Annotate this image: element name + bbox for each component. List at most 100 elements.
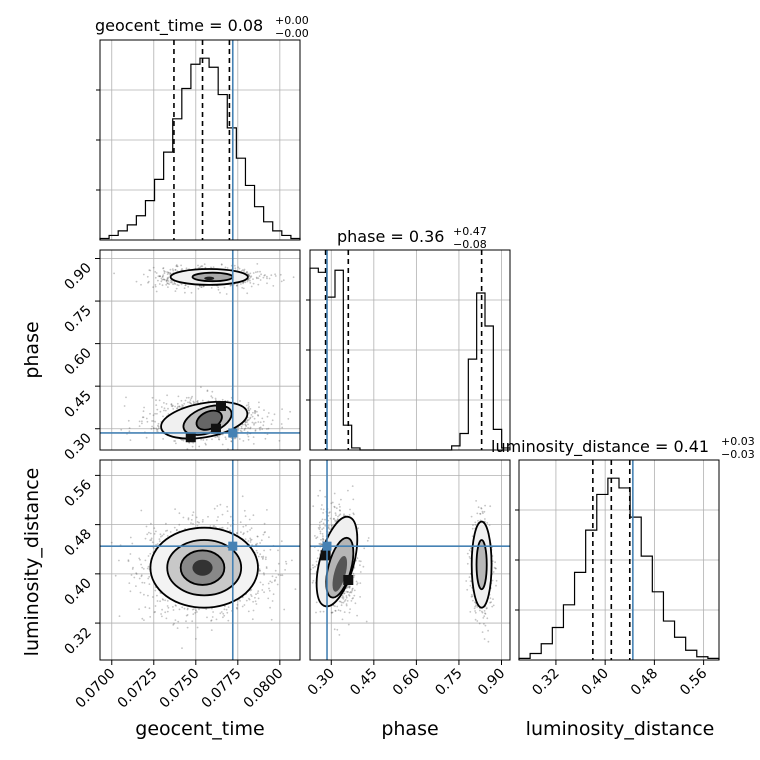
- sample-point: [241, 423, 244, 426]
- sample-point: [200, 438, 203, 441]
- sample-point: [154, 589, 157, 592]
- sample-point: [217, 516, 219, 518]
- sample-point: [247, 408, 250, 410]
- sample-point: [190, 291, 193, 294]
- sample-point: [491, 579, 494, 582]
- sample-point: [339, 600, 342, 603]
- sample-point: [482, 617, 485, 619]
- sample-point: [195, 638, 197, 640]
- sample-point: [236, 532, 238, 534]
- sample-point: [139, 591, 142, 594]
- sample-point: [338, 634, 341, 636]
- sample-point: [270, 423, 273, 425]
- sample-point: [259, 421, 262, 424]
- sample-point: [312, 566, 315, 569]
- sample-point: [342, 596, 345, 598]
- sample-point: [249, 537, 252, 540]
- sample-point: [257, 597, 260, 600]
- sample-point: [206, 616, 208, 619]
- sample-point: [182, 439, 185, 442]
- sample-point: [322, 522, 325, 525]
- sample-point: [166, 610, 169, 613]
- sample-point: [244, 538, 247, 540]
- sample-point: [249, 276, 252, 279]
- sample-point: [268, 587, 270, 590]
- sample-point: [147, 555, 150, 557]
- sample-point: [247, 610, 250, 613]
- sample-point: [271, 581, 273, 584]
- sample-point: [247, 540, 250, 542]
- sample-point: [239, 429, 242, 432]
- sample-point: [154, 271, 157, 273]
- contour-level: [204, 276, 215, 281]
- sample-point: [150, 539, 153, 541]
- sample-point: [322, 610, 325, 613]
- sample-point: [143, 406, 146, 409]
- sample-point: [263, 522, 266, 525]
- sample-point: [339, 509, 341, 512]
- sample-point: [133, 576, 136, 579]
- sample-point: [476, 620, 479, 622]
- sample-point: [190, 522, 192, 524]
- sample-point: [252, 278, 254, 280]
- sample-point: [481, 610, 483, 613]
- sample-point: [250, 285, 253, 288]
- sample-point: [341, 618, 344, 621]
- sample-point: [162, 438, 165, 440]
- sample-point: [319, 543, 322, 546]
- sample-point: [343, 592, 346, 595]
- sample-point: [197, 401, 199, 404]
- sample-point: [358, 560, 361, 562]
- sample-point: [481, 510, 484, 513]
- sample-point: [256, 542, 258, 545]
- sample-point: [270, 618, 273, 621]
- y-tick-label-phase: 0.75: [61, 303, 94, 336]
- sample-point: [245, 524, 247, 527]
- sample-point: [147, 565, 150, 568]
- sample-point: [163, 272, 166, 275]
- sample-point: [353, 589, 356, 592]
- sample-point: [483, 510, 486, 513]
- sample-point: [118, 615, 121, 617]
- sample-point: [217, 288, 220, 291]
- sample-point: [343, 600, 346, 602]
- sample-point: [174, 283, 177, 285]
- sample-point: [348, 586, 351, 589]
- sample-point: [268, 589, 271, 592]
- sample-point: [489, 601, 491, 604]
- sample-point: [210, 629, 213, 631]
- sample-point: [161, 278, 164, 281]
- sample-point: [253, 422, 256, 425]
- sample-point: [132, 566, 134, 569]
- sample-point: [175, 442, 177, 445]
- y-tick-label-luminosity_distance: 0.32: [61, 625, 94, 658]
- sample-point: [249, 417, 251, 420]
- sample-point: [336, 605, 339, 608]
- x-tick-label-phase: 0.75: [432, 666, 465, 699]
- sample-point: [184, 284, 187, 287]
- sample-point: [254, 412, 256, 415]
- sample-point: [239, 400, 241, 402]
- sample-point: [490, 601, 492, 604]
- sample-point: [149, 269, 152, 272]
- sample-point: [317, 494, 320, 497]
- sample-point: [172, 609, 175, 611]
- sample-point: [266, 277, 268, 280]
- sample-point: [318, 521, 321, 524]
- sample-point: [210, 620, 213, 622]
- title-luminosity-distance-label: luminosity_distance = 0.41: [491, 437, 709, 457]
- sample-point: [225, 438, 227, 440]
- sample-point: [127, 560, 130, 563]
- sample-point: [254, 596, 256, 599]
- x-tick-label-phase: 0.90: [475, 666, 508, 699]
- sample-point: [342, 597, 345, 600]
- sample-point: [366, 539, 369, 542]
- sample-point: [316, 536, 319, 539]
- sample-point: [278, 439, 281, 442]
- truth-marker: [228, 541, 238, 551]
- sample-point: [262, 572, 265, 574]
- sample-point: [353, 574, 356, 577]
- sample-point: [154, 284, 157, 286]
- sample-point: [160, 277, 163, 280]
- sample-point: [174, 290, 177, 292]
